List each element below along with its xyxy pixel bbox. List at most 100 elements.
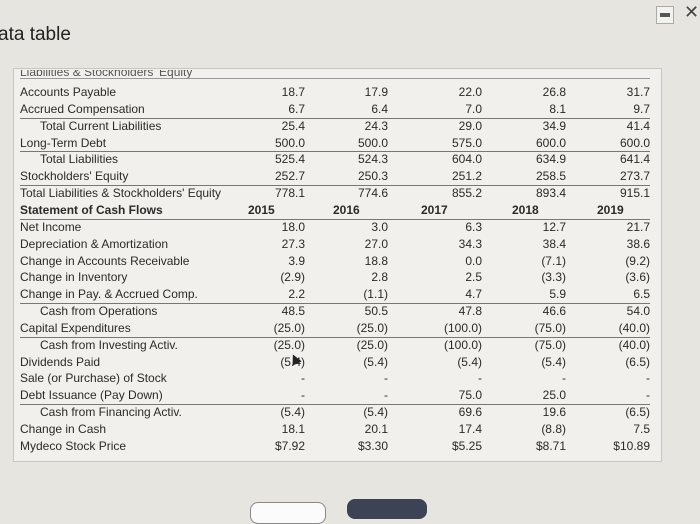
cell-value: 18.1 (281, 422, 305, 436)
cell-value: 600.0 (535, 135, 566, 150)
cell-value: 258.5 (535, 169, 566, 184)
cell-value: - (646, 388, 650, 403)
cell-value: 600.0 (619, 135, 650, 150)
cell-value: (7.1) (541, 253, 566, 268)
cell-value: 26.8 (542, 85, 566, 99)
cell-value: 34.3 (458, 236, 482, 251)
table-row: Accounts Payable 18.7 17.9 22.0 26.8 31.7 (0, 84, 700, 101)
cell-value: - (301, 388, 305, 403)
row-label: Sale (or Purchase) of Stock (20, 371, 167, 386)
divider (20, 78, 650, 79)
table-row: Mydeco Stock Price $7.92 $3.30 $5.25 $8.71 $1… (0, 438, 700, 455)
cell-value: 25.4 (281, 118, 305, 133)
cell-value: 41.4 (626, 118, 650, 133)
cell-value: 893.4 (535, 186, 566, 201)
cell-value: 2.2 (288, 287, 305, 302)
table-row: Change in Inventory (2.9) 2.8 2.5 (3.3) (3.6) (0, 269, 700, 286)
row-label: Change in Inventory (20, 270, 128, 285)
cell-value: (100.0) (443, 337, 482, 352)
cell-value: (6.5) (625, 354, 650, 369)
table-row: Change in Accounts Receivable 3.9 18.8 0.0 (… (0, 253, 700, 270)
cell-value: 24.3 (364, 118, 388, 133)
cell-value: 604.0 (451, 152, 482, 167)
minimize-icon[interactable] (656, 6, 674, 24)
row-label: Statement of Cash Flows (20, 202, 163, 217)
cell-value: (3.6) (625, 270, 650, 285)
table-row: Depreciation & Amortization 27.3 27.0 34.3 3… (0, 236, 700, 253)
cell-value: - (384, 388, 388, 403)
cell-value: (25.0) (356, 337, 388, 352)
cell-value: (40.0) (618, 320, 650, 335)
cell-value: 18.7 (281, 85, 305, 99)
cell-value: (5.4) (363, 354, 388, 369)
year-header: 2019 (597, 202, 624, 217)
cell-value: 251.2 (451, 169, 482, 184)
cell-value: $8.71 (535, 438, 566, 453)
table-row: Cash from Financing Activ. (5.4) (5.4) 69.6… (0, 404, 700, 421)
cell-value: 17.4 (458, 422, 482, 436)
cell-value: 778.1 (274, 186, 305, 201)
cell-value: 31.7 (626, 85, 650, 99)
cell-value: (40.0) (618, 337, 650, 352)
row-label: Cash from Financing Activ. (40, 405, 182, 420)
cell-value: 500.0 (357, 135, 388, 150)
cell-value: 47.8 (458, 304, 482, 319)
row-label: Accrued Compensation (20, 101, 145, 116)
close-icon[interactable]: ✕ (684, 2, 700, 22)
cell-value: 6.5 (633, 287, 650, 302)
primary-button[interactable] (347, 499, 427, 519)
cell-value: 525.4 (274, 152, 305, 167)
cell-value: - (301, 371, 305, 386)
cell-value: 915.1 (619, 186, 650, 201)
cell-value: - (646, 371, 650, 386)
cell-value: 27.0 (364, 236, 388, 251)
cell-value: 774.6 (357, 186, 388, 201)
table-row: Total Current Liabilities 25.4 24.3 29.0 34.… (0, 118, 700, 135)
cell-value: 29.0 (458, 118, 482, 133)
cell-value: 46.6 (542, 304, 566, 319)
cell-value: 2.5 (465, 270, 482, 285)
cell-value: $10.89 (613, 438, 650, 453)
cell-value: 20.1 (364, 422, 388, 436)
cell-value: 6.3 (465, 219, 482, 234)
table-row: Cash from Operations 48.5 50.5 47.8 46.6 54.0 (0, 303, 700, 320)
table-row: Stockholders' Equity 252.7 250.3 251.2 258.5… (0, 168, 700, 185)
cell-value: (25.0) (273, 320, 305, 335)
cell-value: (25.0) (356, 320, 388, 335)
cell-value: 50.5 (364, 304, 388, 319)
cell-value: - (478, 371, 482, 386)
divider (20, 336, 650, 338)
cell-value: 38.6 (626, 236, 650, 251)
table-row: Debt Issuance (Pay Down) - - 75.0 25.0 - (0, 387, 700, 404)
year-header: 2016 (333, 202, 360, 217)
cell-value: (6.5) (625, 405, 650, 420)
table-row: Long-Term Debt 500.0 500.0 575.0 600.0 600.0 (0, 135, 700, 152)
cell-value: 500.0 (274, 135, 305, 150)
dialog-title: ata table (0, 24, 71, 45)
cell-value: 17.9 (364, 85, 388, 99)
cell-value: (8.8) (541, 422, 566, 436)
cell-value: 27.3 (281, 236, 305, 251)
cell-value: (9.2) (625, 253, 650, 268)
row-label: Stockholders' Equity (20, 169, 129, 184)
year-header: 2015 (248, 202, 275, 217)
cell-value: (5.4) (280, 405, 305, 420)
cell-value: 641.4 (619, 152, 650, 167)
table-row: Accrued Compensation 6.7 6.4 7.0 8.1 9.7 (0, 101, 700, 118)
cell-value: 8.1 (549, 101, 566, 116)
cell-value: 9.7 (633, 101, 650, 116)
cell-value: $3.30 (357, 438, 388, 453)
year-header: 2017 (421, 202, 448, 217)
cell-value: (2.9) (280, 270, 305, 285)
row-label: Total Liabilities & Stockholders' Equity (20, 186, 222, 201)
cell-value: 12.7 (542, 219, 566, 234)
cell-value: 575.0 (451, 135, 482, 150)
secondary-button[interactable] (250, 502, 326, 524)
cell-value: 22.0 (458, 85, 482, 99)
cutoff-section-header: Liabilities & Stockholders' Equity (20, 70, 193, 78)
cell-value: 7.5 (633, 422, 650, 436)
cell-value: 38.4 (542, 236, 566, 251)
cell-value: 48.5 (281, 304, 305, 319)
cell-value: - (562, 371, 566, 386)
cell-value: (5.4) (363, 405, 388, 420)
